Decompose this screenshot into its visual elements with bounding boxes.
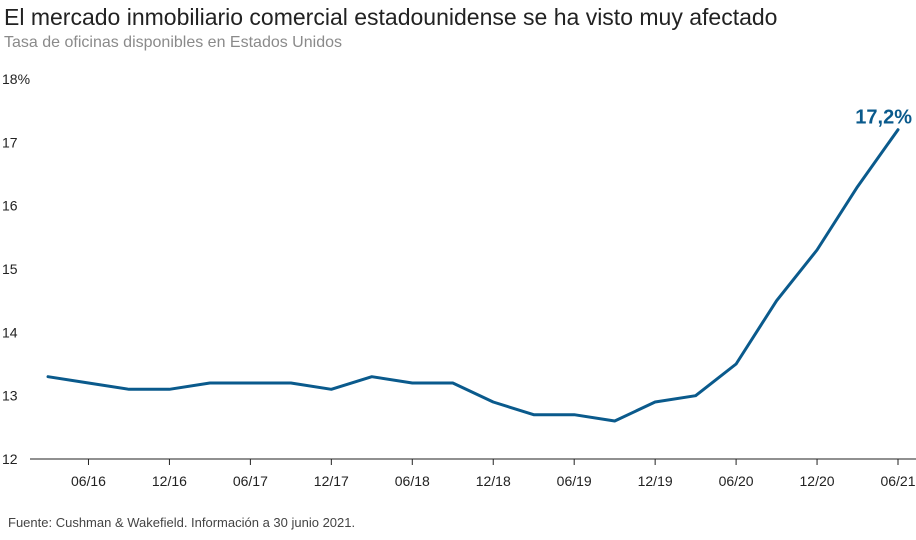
x-tick-label: 06/21 xyxy=(880,473,915,489)
y-tick-label: 14 xyxy=(2,324,18,340)
data-point xyxy=(248,381,253,386)
x-tick-label: 12/19 xyxy=(638,473,673,489)
chart-title: El mercado inmobiliario comercial estado… xyxy=(4,4,778,30)
data-point xyxy=(612,419,617,424)
y-axis: 12 13 14 15 16 17 18% xyxy=(2,71,30,467)
data-point xyxy=(491,400,496,405)
x-tick-label: 12/17 xyxy=(314,473,349,489)
data-point xyxy=(46,374,51,379)
x-tick-label: 06/18 xyxy=(395,473,430,489)
x-tick-label: 12/18 xyxy=(476,473,511,489)
series-group xyxy=(46,128,900,424)
y-tick-label: 12 xyxy=(2,451,18,467)
data-point xyxy=(693,393,698,398)
x-tick-label: 06/19 xyxy=(557,473,592,489)
last-value-annotation: 17,2% xyxy=(855,107,912,129)
y-tick-label: 13 xyxy=(2,388,18,404)
data-point xyxy=(815,248,820,253)
x-tick-label: 06/16 xyxy=(71,473,106,489)
data-point xyxy=(410,381,415,386)
data-point xyxy=(329,387,334,392)
data-point xyxy=(369,374,374,379)
x-tick-label: 12/20 xyxy=(800,473,835,489)
chart-subtitle: Tasa de oficinas disponibles en Estados … xyxy=(4,34,342,51)
data-point xyxy=(855,184,860,189)
y-tick-label: 15 xyxy=(2,261,18,277)
x-tick-label: 06/17 xyxy=(233,473,268,489)
data-point xyxy=(572,412,577,417)
x-axis: 06/16 12/16 06/17 12/17 06/18 12/18 06/19 12/19… xyxy=(30,458,916,489)
annotation-group: 17,2% xyxy=(855,107,912,129)
y-tick-label: 16 xyxy=(2,198,18,214)
data-point xyxy=(653,400,658,405)
x-tick-label: 12/16 xyxy=(152,473,187,489)
x-tick-label: 06/20 xyxy=(719,473,754,489)
data-point xyxy=(86,381,91,386)
data-point xyxy=(167,387,172,392)
data-point xyxy=(207,381,212,386)
data-point xyxy=(531,412,536,417)
source-footnote: Fuente: Cushman & Wakefield. Información… xyxy=(8,515,356,530)
y-tick-label: 18% xyxy=(2,71,30,87)
data-point xyxy=(450,381,455,386)
series-line xyxy=(46,128,900,423)
data-point xyxy=(288,381,293,386)
data-point xyxy=(734,362,739,367)
data-point xyxy=(774,298,779,303)
data-point xyxy=(126,387,131,392)
y-tick-label: 17 xyxy=(2,134,18,150)
